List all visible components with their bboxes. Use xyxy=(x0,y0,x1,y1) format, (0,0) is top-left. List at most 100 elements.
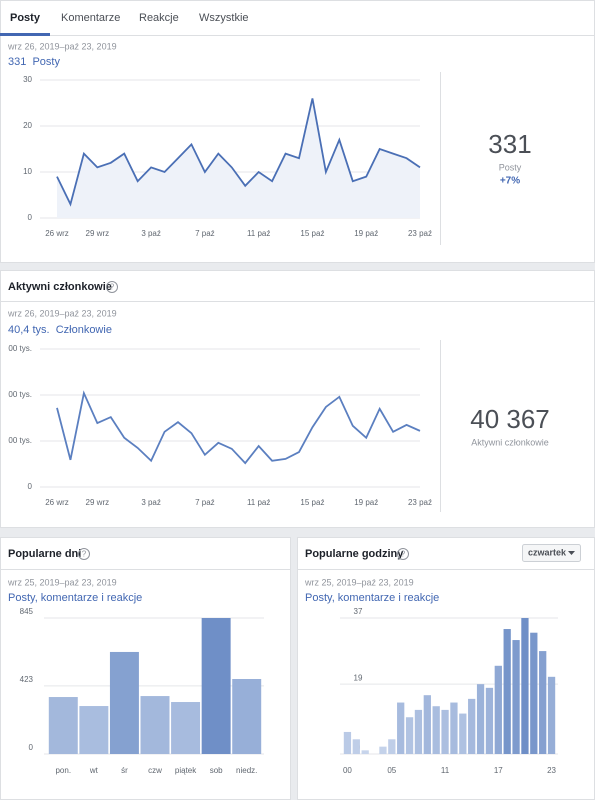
y-tick-label: 37 xyxy=(354,607,363,616)
x-tick-label: 7 paź xyxy=(195,229,215,238)
x-tick-label: pon. xyxy=(55,766,71,775)
x-tick-label: 29 wrz xyxy=(86,229,110,238)
bar xyxy=(352,739,360,754)
x-tick-label: 15 paź xyxy=(300,229,324,238)
bar xyxy=(468,698,476,754)
bar xyxy=(432,706,440,754)
posts-card xyxy=(0,0,595,263)
bar xyxy=(397,702,405,754)
bar xyxy=(361,750,369,754)
bar xyxy=(423,695,431,754)
bar xyxy=(201,618,231,754)
x-tick-label: czw xyxy=(148,766,162,775)
bar xyxy=(232,678,262,754)
y-tick-label: 10 xyxy=(23,167,32,176)
x-tick-label: 19 paź xyxy=(354,229,378,238)
big-value: 331 xyxy=(488,129,531,159)
x-tick-label: wt xyxy=(89,766,99,775)
tab[interactable]: Komentarze xyxy=(61,12,120,24)
bar xyxy=(414,709,423,754)
bar xyxy=(441,709,449,754)
bar xyxy=(388,739,396,754)
y-tick-label: 00 tys. xyxy=(8,436,32,445)
bar xyxy=(494,665,502,754)
dropdown-arrow xyxy=(568,551,575,555)
bar xyxy=(379,746,387,754)
x-tick-label: 7 paź xyxy=(195,498,215,507)
tab[interactable]: Posty xyxy=(10,12,41,24)
section-title: Popularne godziny xyxy=(305,548,404,560)
y-tick-label: 845 xyxy=(20,607,34,616)
big-value: 40 367 xyxy=(470,404,550,434)
x-tick-label: niedz. xyxy=(236,766,257,775)
x-tick-label: 11 xyxy=(441,766,450,775)
x-tick-label: 26 wrz xyxy=(45,498,69,507)
x-tick-label: 23 paź xyxy=(408,229,432,238)
dropdown[interactable] xyxy=(522,544,581,562)
y-tick-label: 00 tys. xyxy=(8,390,32,399)
bar xyxy=(547,676,556,754)
y-tick-label: 00 tys. xyxy=(8,344,32,353)
x-tick-label: 23 xyxy=(547,766,556,775)
days-card xyxy=(0,537,291,800)
x-tick-label: 17 xyxy=(494,766,503,775)
x-tick-label: 23 paź xyxy=(408,498,432,507)
members-card xyxy=(0,270,595,528)
y-tick-label: 19 xyxy=(354,673,363,682)
bar xyxy=(521,618,529,754)
help-icon[interactable] xyxy=(397,548,409,560)
y-tick-label: 0 xyxy=(29,743,34,752)
x-tick-label: piątek xyxy=(175,766,197,775)
date-range: wrz 26, 2019–paź 23, 2019 xyxy=(7,308,117,318)
bar xyxy=(171,702,201,754)
y-tick-label: 423 xyxy=(20,675,34,684)
x-tick-label: 29 wrz xyxy=(86,498,110,507)
metric: 40,4 tys. Członkowie xyxy=(8,324,112,336)
tab[interactable]: Wszystkie xyxy=(199,12,249,24)
y-tick-label: 30 xyxy=(23,75,32,84)
x-tick-label: 11 paź xyxy=(247,498,270,507)
svg-text:?: ? xyxy=(401,550,406,559)
x-tick-label: 3 paź xyxy=(141,498,161,507)
bar xyxy=(512,640,520,754)
dropdown-label[interactable]: czwartek xyxy=(528,547,567,557)
tab[interactable]: Reakcje xyxy=(139,12,179,24)
bar xyxy=(140,696,170,754)
area xyxy=(57,98,420,218)
bar xyxy=(476,684,485,754)
line xyxy=(56,390,421,465)
bar xyxy=(503,629,511,754)
svg-text:?: ? xyxy=(110,283,115,292)
change: +7% xyxy=(500,176,520,187)
metric: Posty, komentarze i reakcje xyxy=(305,592,439,604)
date-range: wrz 25, 2019–paź 23, 2019 xyxy=(7,577,117,587)
x-tick-label: 26 wrz xyxy=(45,229,69,238)
x-tick-label: 3 paź xyxy=(141,229,161,238)
bar xyxy=(450,702,458,754)
section-title: Popularne dni xyxy=(8,548,81,560)
bar xyxy=(539,651,547,754)
y-tick-label: 0 xyxy=(28,213,33,222)
bar xyxy=(530,632,538,754)
bar xyxy=(459,713,467,754)
help-icon[interactable] xyxy=(106,281,118,293)
x-tick-label: 19 paź xyxy=(354,498,378,507)
y-tick-label: 20 xyxy=(23,121,32,130)
bar xyxy=(405,717,414,754)
help-icon[interactable] xyxy=(78,548,90,560)
section-title: Aktywni członkowie xyxy=(8,281,112,293)
x-tick-label: 15 paź xyxy=(300,498,324,507)
big-label: Posty xyxy=(499,162,522,172)
bar xyxy=(48,697,78,754)
x-tick-label: 11 paź xyxy=(247,229,270,238)
metric: Posty, komentarze i reakcje xyxy=(8,592,142,604)
x-tick-label: 00 xyxy=(343,766,352,775)
tab-underline xyxy=(0,33,50,36)
bar xyxy=(343,731,352,754)
x-tick-label: 05 xyxy=(387,766,396,775)
svg-text:?: ? xyxy=(82,550,87,559)
big-label: Aktywni członkowie xyxy=(471,437,549,447)
x-tick-label: sob xyxy=(210,766,223,775)
y-tick-label: 0 xyxy=(28,482,33,491)
